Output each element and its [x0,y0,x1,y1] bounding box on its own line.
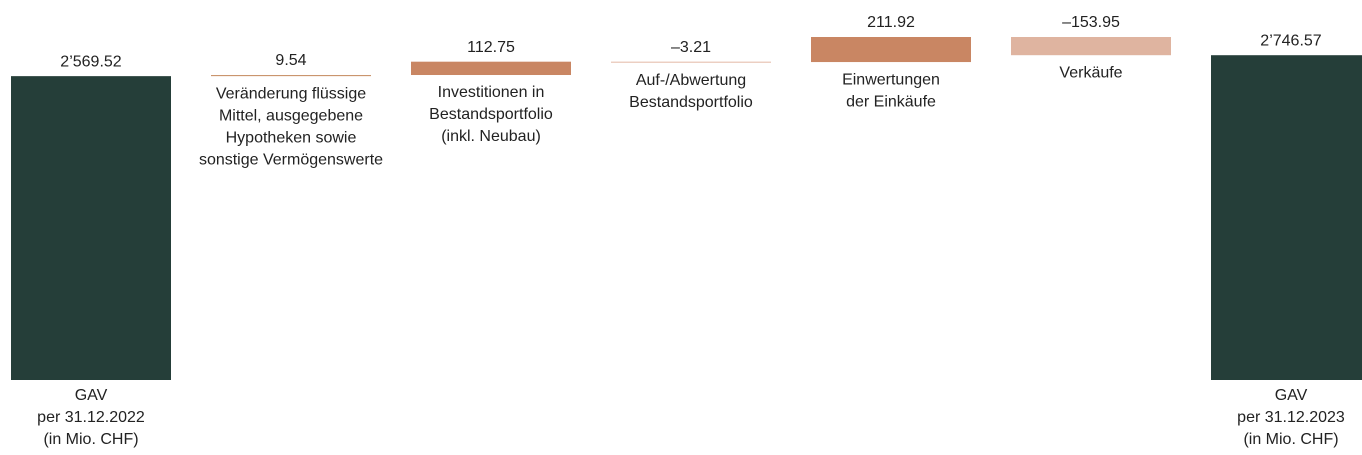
bar [1011,37,1171,56]
bar [811,37,971,63]
category-label: sonstige Vermögenswerte [199,151,383,168]
category-label: Auf-/Abwertung [636,72,746,89]
value-label: 9.54 [275,52,306,69]
category-label: GAV [1275,387,1308,404]
category-label: Bestandsportfolio [429,106,553,123]
value-label: 211.92 [867,14,915,31]
bar [611,61,771,63]
category-label: der Einkäufe [846,93,936,110]
value-label: 2’746.57 [1260,32,1321,49]
category-label: Veränderung flüssige [216,85,366,102]
category-label: Bestandsportfolio [629,94,753,111]
bar [211,75,371,77]
category-label: (in Mio. CHF) [1243,431,1338,448]
category-label: Investitionen in [438,84,545,101]
category-label: per 31.12.2023 [1237,409,1345,426]
bar [411,61,571,76]
category-label: Mittel, ausgegebene [219,107,363,124]
category-label: per 31.12.2022 [37,409,145,426]
category-label: Einwertungen [842,71,940,88]
bar [1211,55,1362,381]
category-label: Verkäufe [1059,64,1122,81]
category-label: (inkl. Neubau) [441,128,541,145]
value-label: 112.75 [467,39,515,56]
value-label: –3.21 [671,39,711,56]
category-label: GAV [75,387,108,404]
bar [11,76,171,381]
category-label: (in Mio. CHF) [43,431,138,448]
value-label: 2’569.52 [60,53,121,70]
value-label: –153.95 [1062,14,1120,31]
category-label: Hypotheken sowie [226,129,357,146]
